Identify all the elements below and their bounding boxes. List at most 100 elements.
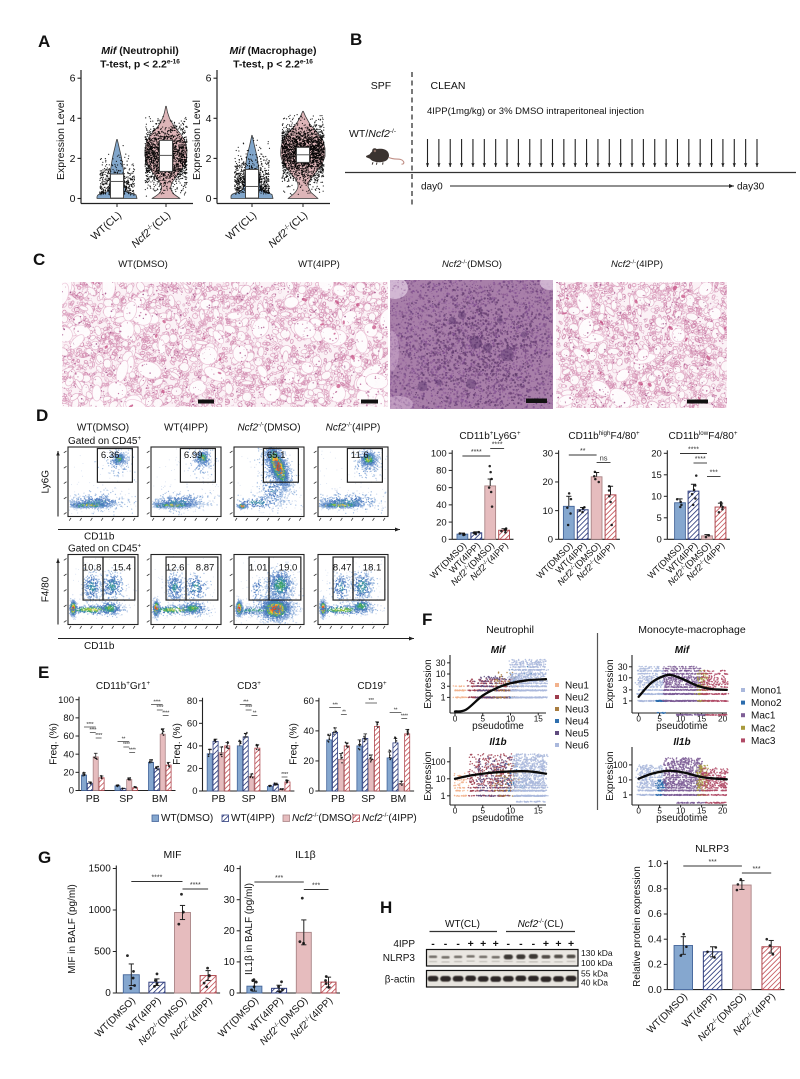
y-tick-label: 100 <box>58 695 74 706</box>
scatter-points <box>453 752 549 803</box>
y-tick-label: 80 <box>63 713 74 724</box>
treatment-sign: + <box>568 938 574 950</box>
y-tick-label: 4 <box>206 113 212 125</box>
y-tick-label: 2 <box>70 153 76 165</box>
flow-y-label: F4/80 <box>41 576 52 602</box>
chart-title: CD19+ <box>357 680 387 692</box>
histology-title: Ncf2-/-(DMSO) <box>442 259 502 270</box>
chart-title: MIF <box>163 849 181 861</box>
group-label: PB <box>331 793 345 805</box>
histology-image <box>225 282 388 407</box>
y-tick-label: 10 <box>651 492 662 503</box>
western-blot: WT(CL) Ncf2-/-(CL)4IPP - - - + + + - - - + + +NLRP3β-… <box>383 918 613 988</box>
treatment-sign: + <box>480 938 486 950</box>
histology-title: Ncf2-/-(4IPP) <box>611 259 663 270</box>
y-tick-label: 2 <box>206 153 212 165</box>
treatment-sign: - <box>456 938 460 950</box>
sig-label: *** <box>709 859 717 866</box>
flow-y-label: Ly6G <box>41 470 52 494</box>
x-tick-label: 0 <box>636 715 641 724</box>
sig-label: **** <box>86 722 93 728</box>
x-tick-label: WT(DMSO) <box>645 991 690 1036</box>
y-tick-label: 20 <box>651 449 662 460</box>
y-tick-label: 40 <box>187 741 198 752</box>
sig-label: ** <box>253 711 257 717</box>
treatment-sign: - <box>532 938 536 950</box>
panel-letter-d: D <box>36 406 48 426</box>
day30-label: day30 <box>737 182 765 193</box>
treatment-sign: + <box>493 938 499 950</box>
y-tick-label: 1500 <box>89 864 112 875</box>
panel-b-timeline: SPF CLEAN 4IPP(1mg/kg) or 3% DMSO intraper… <box>345 72 796 208</box>
sig-label: **** <box>281 772 288 778</box>
panel-h: WT(CL) Ncf2-/-(CL)4IPP - - - + + + - - - + + +NLRP3β-… <box>383 843 785 1044</box>
y-tick-label: 80 <box>436 466 447 477</box>
spf-label: SPF <box>371 80 391 92</box>
group-label: BM <box>152 793 168 805</box>
flow-column-title: Ncf2-/-(4IPP) <box>326 422 381 434</box>
y-axis-label: Freq. (%) <box>288 723 299 765</box>
legend-label: Neu3 <box>565 705 589 716</box>
gate-percent: 10.8 <box>83 563 102 574</box>
group-label: BM <box>391 793 407 805</box>
panel-g-chart: 0 500 1000 1500 **** **** MIF MIF in BALF (pg/m… <box>67 849 221 1048</box>
panel-letter-f: F <box>422 610 432 630</box>
violin-title: Mif (Neutrophil) <box>101 45 179 57</box>
gate-percent: 8.87 <box>196 563 215 574</box>
y-tick-label: 20 <box>224 926 236 937</box>
sig-label: **** <box>129 748 136 754</box>
pseudotime-plot: 1 10 100 0 5 10 15 Il1b Expression pseudotime <box>423 737 549 824</box>
chart-title: IL1β <box>295 849 316 861</box>
y-tick-label: 0.6 <box>648 909 662 920</box>
chart-title: CD11b+Ly6G+ <box>459 430 521 442</box>
y-tick-label: 0 <box>309 786 314 797</box>
y-tick-label: 10 <box>436 774 446 784</box>
y-tick-label: 40 <box>63 749 74 760</box>
x-tick-label: Ncf2-/-(CL) <box>129 209 173 250</box>
legend-label: Neu4 <box>565 717 589 728</box>
y-tick-label: 30 <box>543 448 554 459</box>
x-tick-label: 0 <box>453 807 458 816</box>
group-label: SP <box>119 793 133 805</box>
y-tick-label: 60 <box>303 696 314 707</box>
y-tick-label: 1 <box>623 696 628 706</box>
y-tick-label: 60 <box>436 483 447 494</box>
treatment-sign: - <box>431 938 435 950</box>
violin-title: Mif (Macrophage) <box>230 45 317 57</box>
y-tick-label: 1 <box>441 791 446 801</box>
y-tick-label: 1 <box>623 790 628 800</box>
y-tick-label: 0 <box>657 535 662 546</box>
group-label: SP <box>361 793 375 805</box>
x-tick-label: 15 <box>534 807 544 816</box>
chart-title: CD3+ <box>237 680 261 692</box>
clean-label: CLEAN <box>430 80 465 92</box>
sig-label: **** <box>471 449 482 456</box>
y-tick-label: 20 <box>187 764 198 775</box>
day0-label: day0 <box>421 182 443 193</box>
flow-plot <box>318 557 386 623</box>
x-tick-label: WT(CL) <box>224 209 259 243</box>
legend-label: Mono2 <box>751 698 782 709</box>
gate-percent: 11.6 <box>351 450 369 461</box>
y-tick-label: 10 <box>618 775 628 785</box>
y-tick-label: 0 <box>192 786 197 797</box>
kda-marker: 130 kDa <box>581 948 613 958</box>
y-tick-label: 40 <box>436 500 447 511</box>
x-tick-label: 5 <box>657 807 662 816</box>
x-tick-label: 5 <box>480 715 485 724</box>
y-tick-label: 0 <box>441 535 446 546</box>
y-axis-label: Expression <box>605 659 616 708</box>
treatment-sign: - <box>519 938 523 950</box>
y-tick-label: 100 <box>431 448 447 459</box>
x-axis-label: pseudotime <box>656 813 708 824</box>
kda-marker: 40 kDa <box>581 978 608 988</box>
legend-label: Mac3 <box>751 736 776 747</box>
flow-x-label: CD11b <box>84 641 115 652</box>
treatment-sign: + <box>555 938 561 950</box>
x-tick-label: 10 <box>676 715 686 724</box>
y-tick-label: 3 <box>623 685 628 695</box>
